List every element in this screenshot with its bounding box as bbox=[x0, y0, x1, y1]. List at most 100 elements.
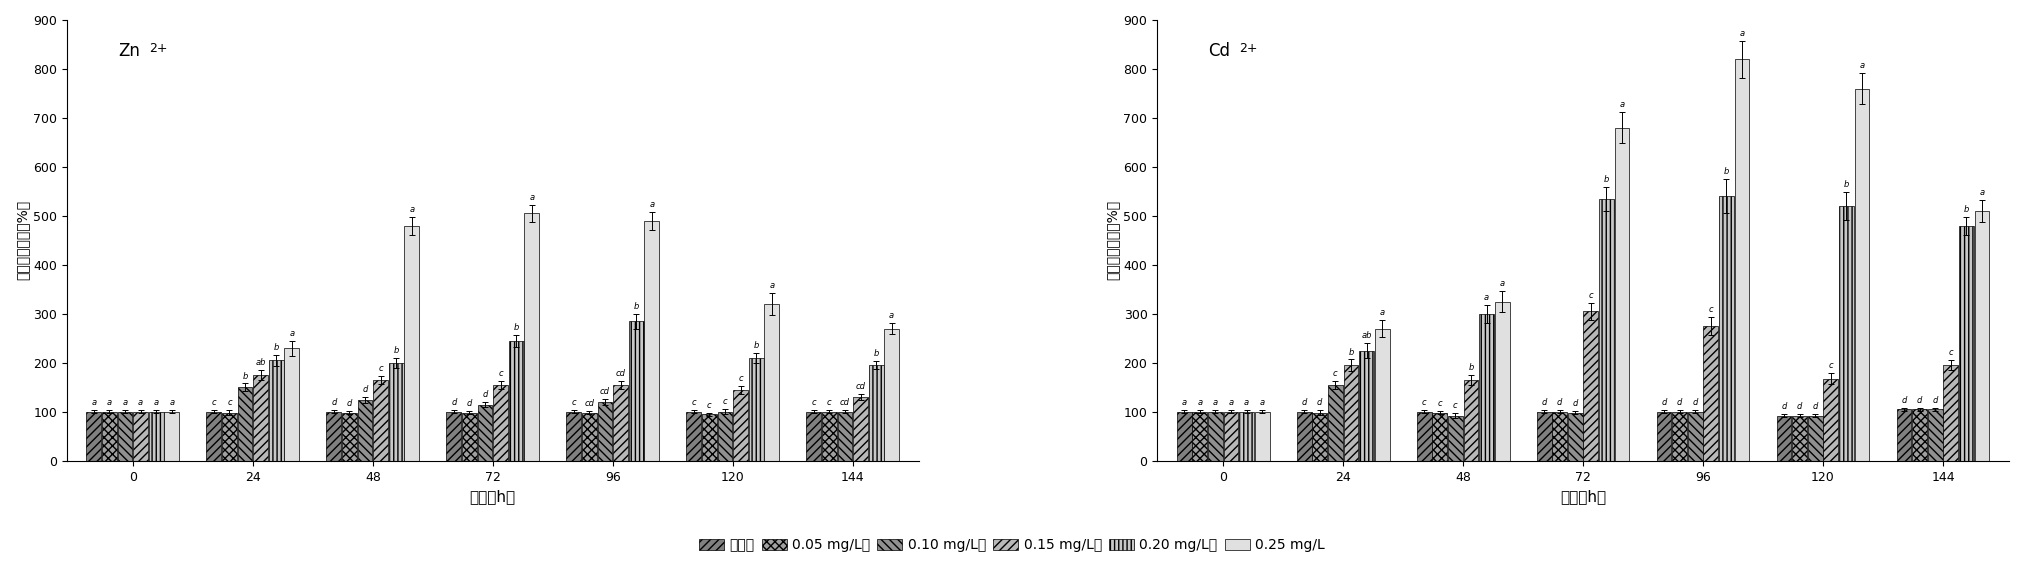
Bar bbox=[884, 329, 898, 461]
Text: d: d bbox=[451, 398, 457, 407]
Bar bbox=[1718, 196, 1734, 461]
Text: a: a bbox=[1380, 308, 1384, 317]
Text: b: b bbox=[633, 302, 639, 311]
Text: a: a bbox=[1738, 29, 1744, 38]
Bar bbox=[852, 397, 868, 461]
Bar bbox=[1416, 412, 1430, 461]
Bar bbox=[1224, 412, 1238, 461]
Text: d: d bbox=[467, 400, 471, 409]
Bar bbox=[1432, 413, 1446, 461]
Bar bbox=[1208, 412, 1222, 461]
X-axis label: 时间（h）: 时间（h） bbox=[469, 489, 516, 504]
Text: a: a bbox=[1244, 398, 1248, 407]
Bar bbox=[1463, 380, 1477, 461]
Text: a: a bbox=[91, 398, 97, 407]
Text: a: a bbox=[1258, 398, 1264, 407]
Bar bbox=[87, 412, 101, 461]
Bar bbox=[686, 412, 700, 461]
Text: c: c bbox=[1827, 361, 1833, 370]
Text: c: c bbox=[1707, 305, 1711, 314]
Bar bbox=[1374, 329, 1390, 461]
Bar bbox=[1671, 412, 1687, 461]
Bar bbox=[838, 412, 852, 461]
Bar bbox=[1582, 311, 1598, 461]
Bar bbox=[405, 226, 419, 461]
Text: d: d bbox=[1542, 398, 1546, 407]
Bar bbox=[732, 390, 749, 461]
Text: b: b bbox=[874, 350, 878, 359]
Bar bbox=[1479, 314, 1493, 461]
Bar bbox=[821, 412, 835, 461]
X-axis label: 时间（h）: 时间（h） bbox=[1560, 489, 1606, 504]
Bar bbox=[1657, 412, 1671, 461]
Text: a: a bbox=[1228, 398, 1232, 407]
Bar bbox=[372, 380, 388, 461]
Bar bbox=[342, 413, 356, 461]
Text: a: a bbox=[1181, 398, 1185, 407]
Text: d: d bbox=[1677, 398, 1681, 407]
Text: 2+: 2+ bbox=[148, 42, 168, 55]
Bar bbox=[765, 304, 779, 461]
Bar bbox=[1552, 412, 1566, 461]
Bar bbox=[583, 413, 597, 461]
Bar bbox=[524, 214, 538, 461]
Bar bbox=[358, 400, 372, 461]
Bar bbox=[494, 385, 508, 461]
Bar bbox=[1297, 412, 1311, 461]
Text: d: d bbox=[1916, 396, 1922, 405]
Text: d: d bbox=[1556, 398, 1562, 407]
Bar bbox=[1311, 413, 1327, 461]
Text: b: b bbox=[273, 343, 279, 352]
Text: d: d bbox=[1932, 396, 1936, 405]
Text: d: d bbox=[1813, 402, 1817, 411]
Y-axis label: 相对荧光强度（%）: 相对荧光强度（%） bbox=[14, 201, 28, 280]
Text: b: b bbox=[1962, 205, 1968, 214]
Text: a: a bbox=[649, 200, 653, 209]
Bar bbox=[1839, 206, 1853, 461]
Bar bbox=[1703, 326, 1718, 461]
Bar bbox=[1942, 365, 1958, 461]
Y-axis label: 相对荧光强度（%）: 相对荧光强度（%） bbox=[1105, 201, 1119, 280]
Text: ab: ab bbox=[1361, 332, 1372, 341]
Bar bbox=[1896, 409, 1910, 461]
Bar bbox=[1790, 416, 1807, 461]
Text: d: d bbox=[362, 385, 368, 394]
Bar bbox=[1254, 412, 1268, 461]
Text: b: b bbox=[392, 346, 399, 355]
Bar bbox=[1776, 416, 1790, 461]
Text: b: b bbox=[514, 323, 518, 332]
Text: cd: cd bbox=[585, 400, 595, 409]
Text: c: c bbox=[1420, 398, 1426, 407]
Text: c: c bbox=[827, 398, 831, 407]
Bar bbox=[101, 412, 117, 461]
Text: a: a bbox=[123, 398, 127, 407]
Bar bbox=[447, 412, 461, 461]
Text: b: b bbox=[1347, 347, 1353, 356]
Text: c: c bbox=[722, 397, 726, 406]
Text: a: a bbox=[107, 398, 111, 407]
Bar bbox=[805, 412, 821, 461]
Text: b: b bbox=[243, 371, 247, 380]
Text: d: d bbox=[1317, 398, 1321, 407]
Text: c: c bbox=[692, 398, 696, 407]
Text: Cd: Cd bbox=[1208, 42, 1230, 60]
Bar bbox=[285, 348, 299, 461]
Text: c: c bbox=[1436, 400, 1440, 409]
Bar bbox=[1958, 226, 1972, 461]
Text: a: a bbox=[289, 329, 293, 338]
Text: d: d bbox=[1301, 398, 1307, 407]
Text: c: c bbox=[811, 398, 815, 407]
Bar bbox=[1687, 412, 1701, 461]
Bar bbox=[1327, 385, 1341, 461]
Bar bbox=[206, 412, 221, 461]
Bar bbox=[1359, 351, 1374, 461]
Bar bbox=[1493, 302, 1509, 461]
Text: cd: cd bbox=[856, 382, 866, 391]
Text: c: c bbox=[212, 398, 216, 407]
Bar bbox=[253, 375, 267, 461]
Bar bbox=[164, 412, 180, 461]
Text: a: a bbox=[170, 398, 174, 407]
Text: cd: cd bbox=[615, 369, 625, 378]
Text: c: c bbox=[1588, 291, 1592, 300]
Bar bbox=[1175, 412, 1192, 461]
